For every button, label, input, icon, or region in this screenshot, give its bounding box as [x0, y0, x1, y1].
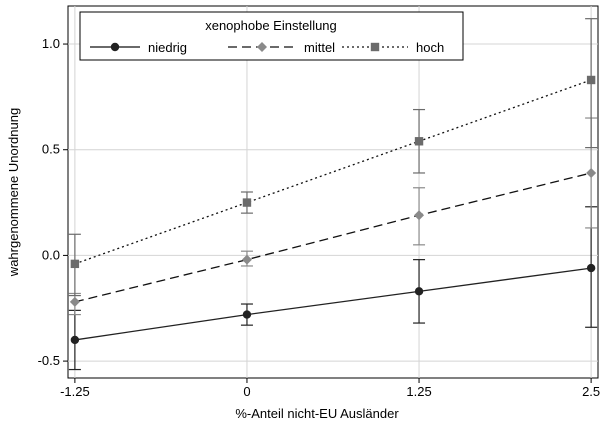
data-point-hoch — [586, 75, 596, 85]
x-tick-label: 0 — [243, 384, 250, 399]
y-tick-label: 1.0 — [42, 36, 60, 51]
data-point-niedrig — [70, 335, 80, 345]
legend: xenophobe Einstellung niedrig mittel hoch — [79, 11, 464, 61]
x-tick-label: 2.5 — [582, 384, 600, 399]
legend-label-mittel: mittel — [304, 40, 335, 55]
series-line-mittel — [74, 172, 592, 303]
legend-title: xenophobe Einstellung — [205, 18, 337, 33]
plot-area — [67, 5, 599, 379]
legend-item-hoch: hoch — [342, 40, 444, 55]
y-tick-label: 0.0 — [42, 247, 60, 262]
legend-label-hoch: hoch — [416, 40, 444, 55]
data-point-hoch — [242, 198, 252, 207]
legend-item-niedrig: niedrig — [90, 40, 187, 55]
data-point-niedrig — [242, 310, 252, 319]
legend-marker-mittel — [257, 42, 267, 52]
data-point-mittel — [586, 167, 597, 178]
data-point-mittel — [241, 254, 252, 265]
x-tick-label: -1.25 — [60, 384, 90, 399]
data-point-mittel — [69, 296, 80, 307]
data-point-hoch — [70, 259, 80, 269]
series-layer — [68, 18, 598, 371]
data-point-niedrig — [414, 287, 424, 296]
legend-entries: niedrig mittel hoch — [90, 40, 444, 55]
x-tick-label: 1.25 — [406, 384, 431, 399]
legend-marker-niedrig — [110, 42, 120, 52]
y-axis-title: wahrgenommene Unordnung — [6, 108, 21, 277]
legend-label-niedrig: niedrig — [148, 40, 187, 55]
data-point-hoch — [414, 137, 424, 146]
series-niedrig — [68, 206, 598, 371]
legend-marker-hoch — [370, 42, 380, 52]
y-axis: -0.5 0.0 0.5 1.0 — [38, 36, 68, 368]
legend-box — [79, 11, 464, 61]
data-point-mittel — [414, 210, 425, 221]
series-line-niedrig — [74, 267, 592, 341]
x-axis-title: %-Anteil nicht-EU Ausländer — [235, 406, 399, 421]
y-tick-label: -0.5 — [38, 353, 60, 368]
x-axis: -1.25 0 1.25 2.5 — [60, 378, 600, 399]
data-point-niedrig — [586, 263, 596, 273]
series-mittel — [68, 117, 598, 316]
legend-item-mittel: mittel — [228, 40, 335, 55]
y-tick-label: 0.5 — [42, 142, 60, 157]
series-hoch — [68, 18, 598, 297]
series-line-hoch — [74, 79, 592, 265]
